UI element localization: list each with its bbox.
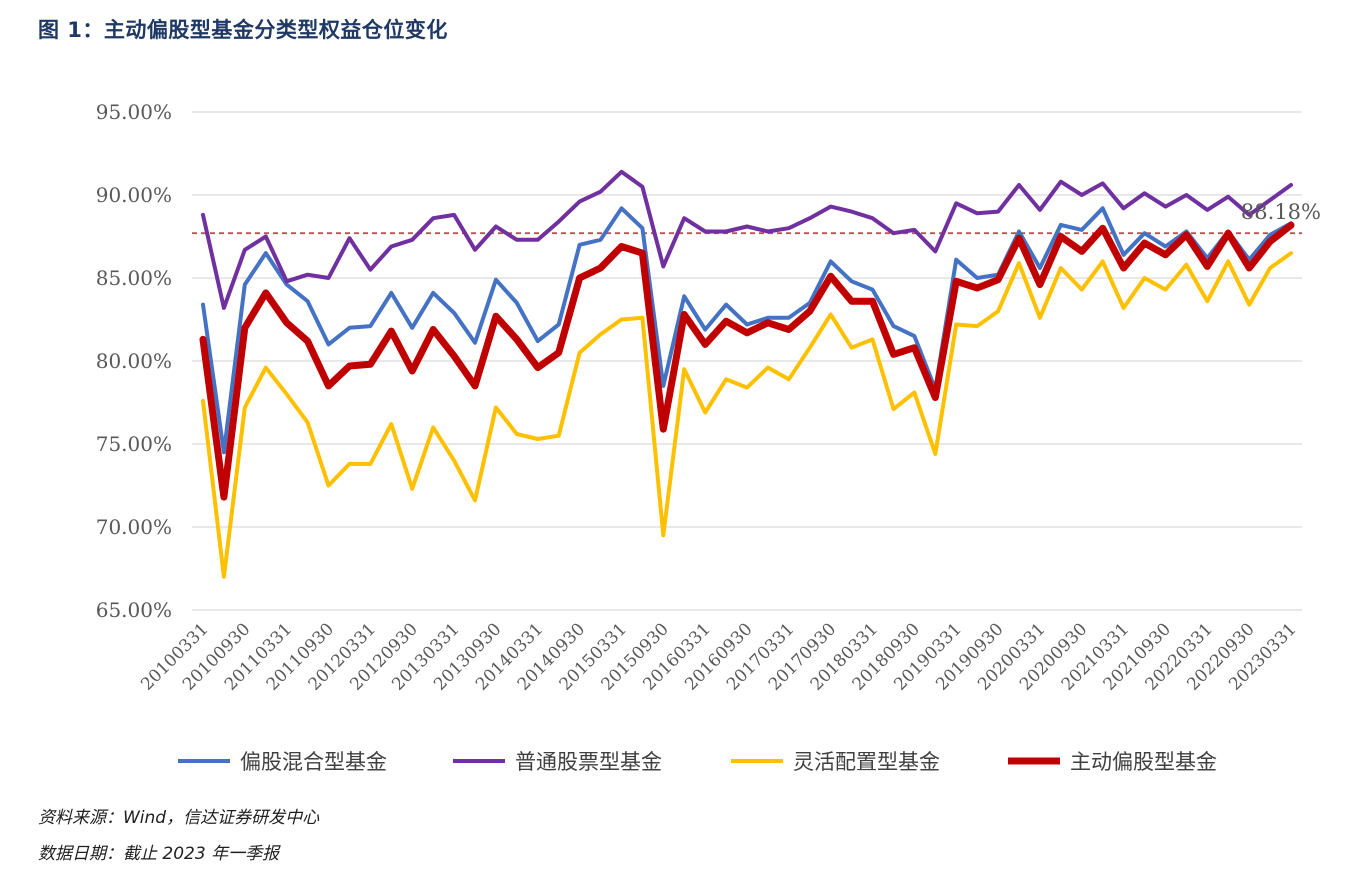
series-line-stock	[201, 169, 1293, 310]
legend-label-flexible: 灵活配置型基金	[793, 750, 940, 774]
line-chart: 95.00% 90.00% 85.00% 80.00% 75.00% 70.00% 65.0…	[96, 100, 1321, 774]
series-line-active	[199, 221, 1295, 501]
x-axis-ticks: 2010033120100930201103312011093020120331…	[137, 619, 1300, 694]
figure-title: 图 1：主动偏股型基金分类型权益仓位变化	[38, 18, 448, 42]
series-layer	[199, 169, 1295, 579]
annotation-layer: 88.18%	[1241, 200, 1321, 224]
y-tick-label: 75.00%	[96, 432, 172, 456]
y-axis-ticks: 95.00% 90.00% 85.00% 80.00% 75.00% 70.00% 65.0…	[96, 100, 172, 622]
y-tick-label: 70.00%	[96, 515, 172, 539]
series-line-hybrid	[201, 206, 1293, 455]
end-value-label: 88.18%	[1241, 200, 1321, 224]
legend-label-active: 主动偏股型基金	[1070, 750, 1217, 774]
y-tick-label: 85.00%	[96, 266, 172, 290]
legend-label-hybrid: 偏股混合型基金	[240, 750, 387, 774]
y-tick-label: 90.00%	[96, 183, 172, 207]
legend-label-stock: 普通股票型基金	[515, 750, 662, 774]
y-tick-label: 65.00%	[96, 598, 172, 622]
y-tick-label: 80.00%	[96, 349, 172, 373]
source-note: 资料来源：Wind，信达证券研发中心	[38, 808, 320, 828]
legend: 偏股混合型基金 普通股票型基金 灵活配置型基金 主动偏股型基金	[178, 750, 1217, 774]
series-line-flexible	[201, 251, 1293, 579]
date-note: 数据日期：截止 2023 年一季报	[38, 844, 280, 864]
y-tick-label: 95.00%	[96, 100, 172, 124]
grid-layer	[192, 111, 1302, 611]
